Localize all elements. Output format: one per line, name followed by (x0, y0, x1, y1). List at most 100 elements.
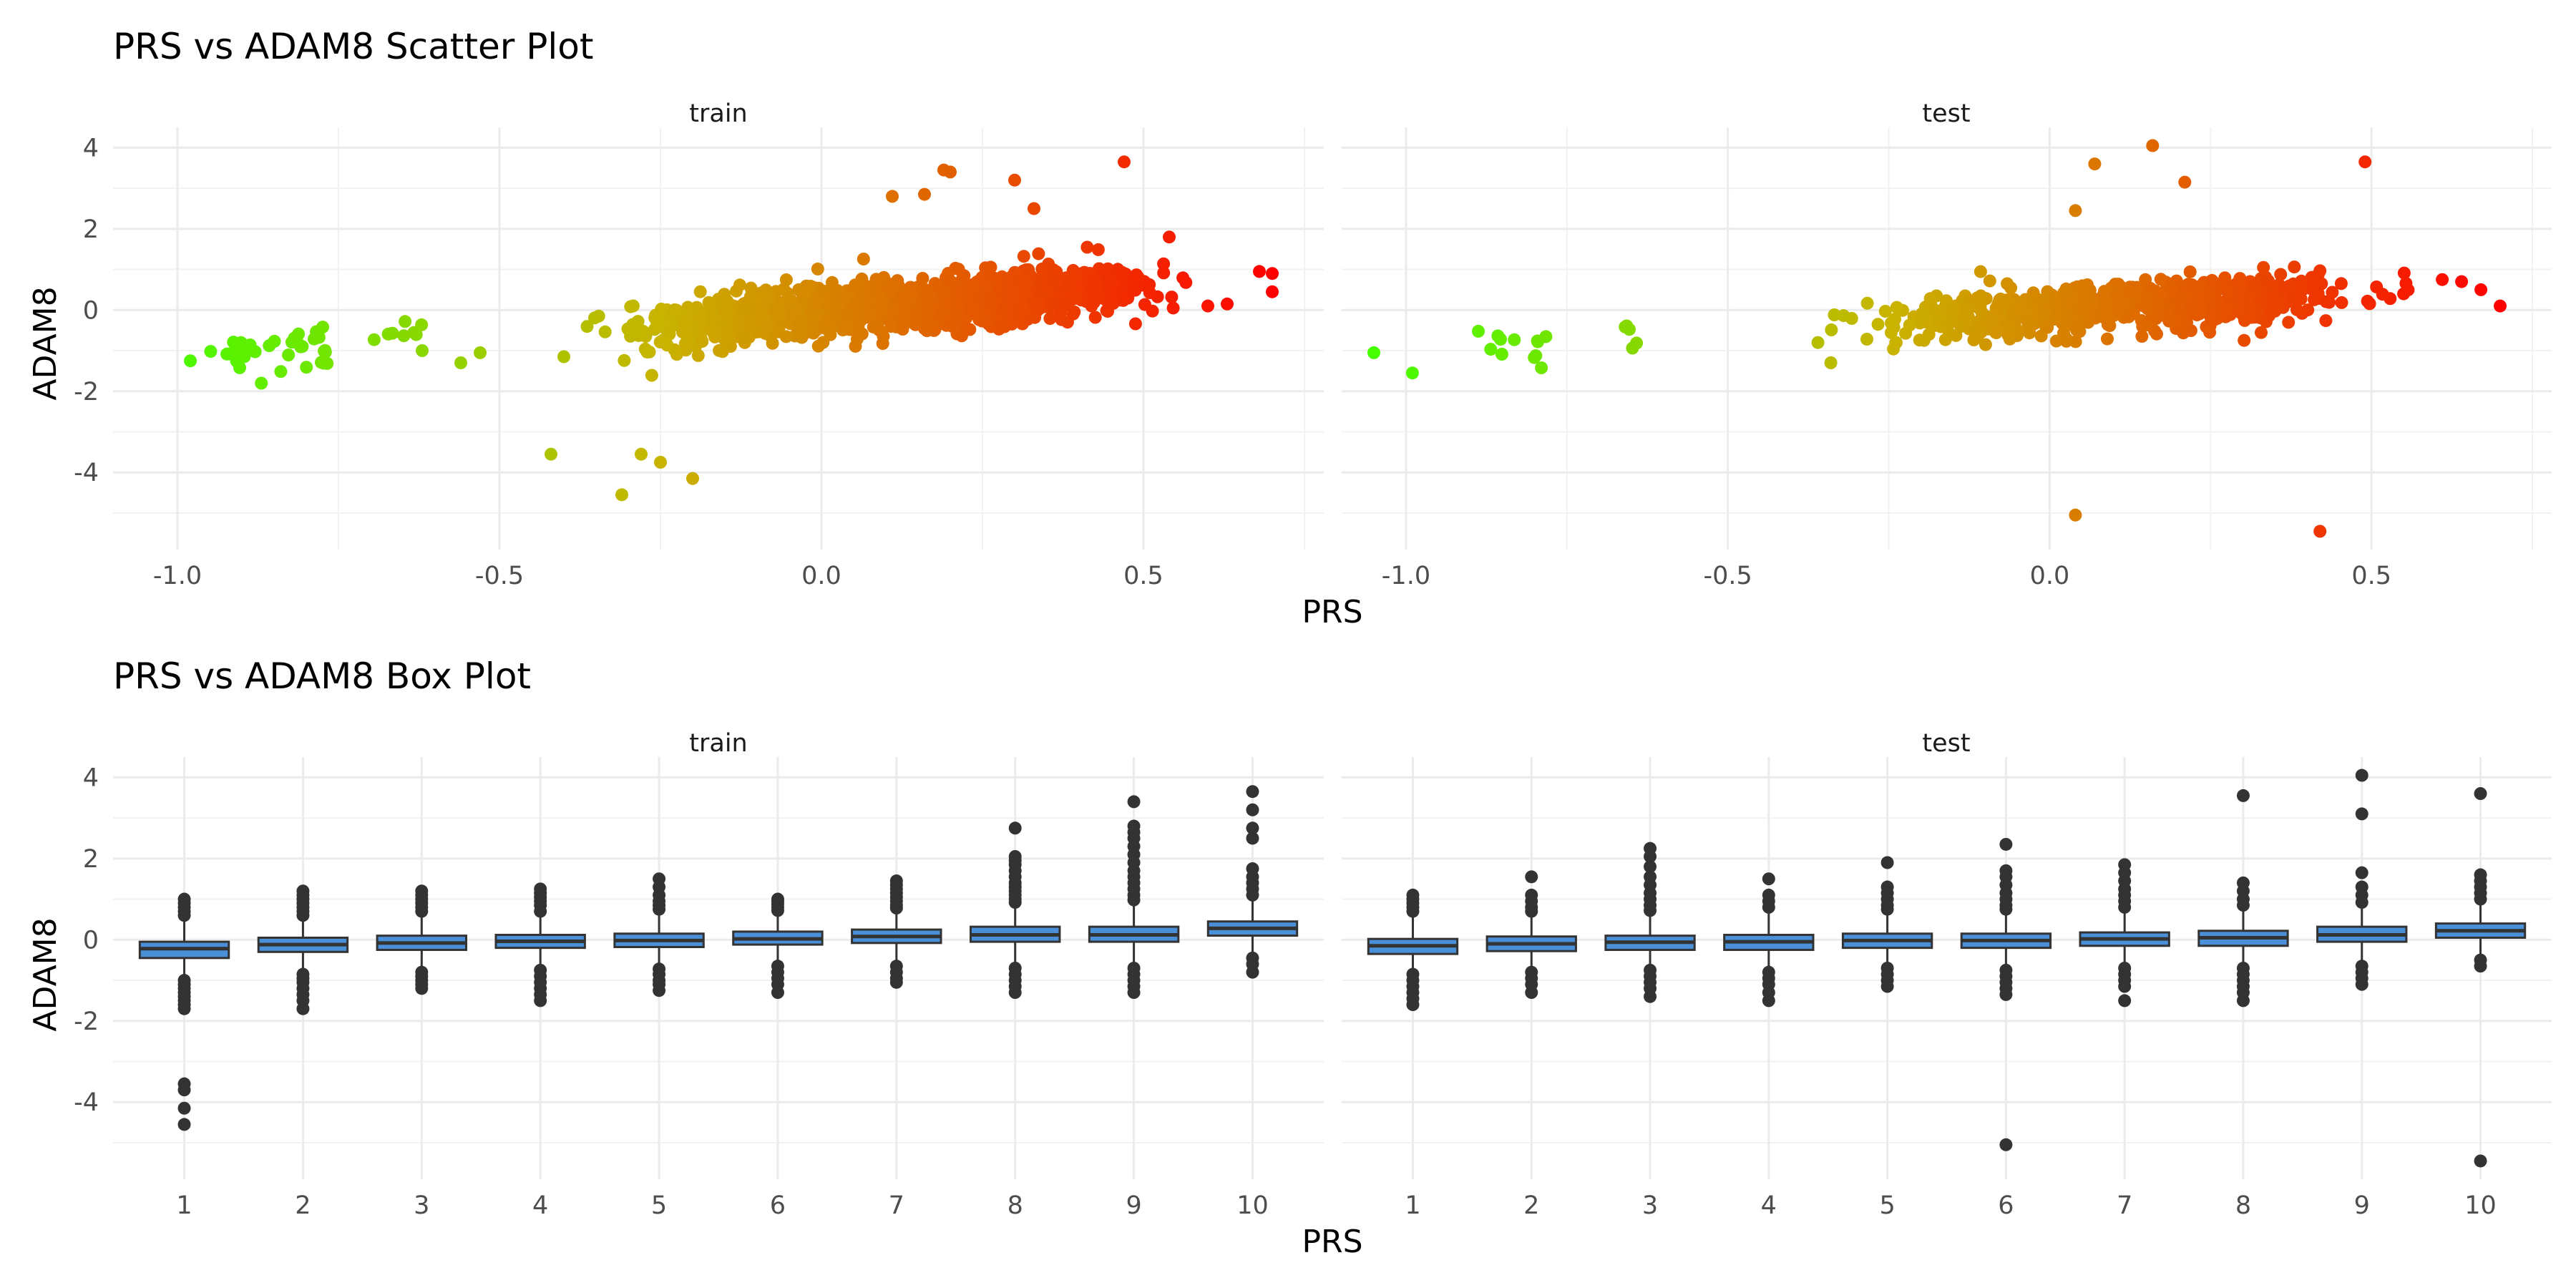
box-outlier (2474, 787, 2487, 801)
box-outlier (1246, 888, 1259, 902)
scatter-point (545, 447, 557, 461)
scatter-point (1166, 301, 1180, 315)
box-outlier (1127, 893, 1141, 907)
scatter-point (869, 273, 883, 286)
scatter-point (2160, 309, 2174, 323)
scatter-point (317, 356, 331, 370)
box-outlier (1880, 980, 1894, 993)
box-outlier (534, 904, 547, 918)
scatter-point (1008, 173, 1021, 187)
scatter-point (779, 330, 793, 343)
scatter-strip-train: train (689, 99, 747, 128)
box-x-tick-label: 1 (1405, 1191, 1420, 1220)
box-y-tick-label: 0 (83, 926, 99, 955)
scatter-point (1828, 308, 1841, 321)
scatter-point (1090, 285, 1103, 298)
scatter-point (829, 296, 841, 310)
scatter-point (681, 301, 695, 314)
scatter-y-tick-label: 2 (83, 215, 99, 244)
scatter-point (957, 269, 971, 283)
scatter-point (2255, 326, 2268, 339)
box-x-axis-title: PRS (1302, 1224, 1362, 1260)
scatter-point (1885, 316, 1898, 330)
box-outlier (177, 1083, 191, 1097)
scatter-point (474, 346, 487, 359)
scatter-point (2069, 204, 2082, 218)
scatter-point (849, 278, 862, 292)
scatter-point (963, 323, 977, 336)
scatter-point (757, 313, 771, 326)
scatter-point (2098, 291, 2112, 305)
scatter-point (1143, 278, 1156, 291)
scatter-point (1528, 351, 1541, 364)
box-outlier (2474, 960, 2487, 973)
scatter-point (2238, 333, 2251, 347)
box-outlier (1008, 821, 1022, 835)
scatter-point (816, 336, 830, 349)
scatter-point (1015, 277, 1028, 291)
scatter-x-tick-label: 0.5 (2351, 562, 2391, 590)
scatter-point (883, 278, 897, 291)
box-outlier (415, 904, 429, 918)
scatter-point (2064, 293, 2077, 307)
scatter-point (886, 190, 899, 203)
scatter-point (2233, 278, 2247, 291)
box-outlier (2236, 994, 2250, 1008)
scatter-point (1019, 286, 1033, 300)
scatter-point (708, 330, 722, 343)
scatter-point (1087, 296, 1101, 309)
scatter-point (2086, 298, 2099, 312)
scatter-point (947, 313, 960, 326)
scatter-point (2072, 301, 2086, 315)
scatter-point (1054, 306, 1068, 320)
scatter-point (1994, 299, 2008, 313)
scatter-point (286, 336, 298, 349)
scatter-y-tick-label: -2 (74, 378, 99, 406)
box-outlier (1008, 986, 1022, 1000)
scatter-y-tick-label: -4 (74, 459, 99, 487)
scatter-point (1974, 265, 1987, 278)
scatter-point (779, 273, 793, 286)
scatter-point (2182, 291, 2196, 304)
scatter-point (1157, 257, 1171, 270)
scatter-point (1006, 292, 1020, 306)
box-outlier (1999, 987, 2013, 1001)
scatter-point (2101, 332, 2114, 346)
box-strip-train: train (689, 729, 747, 758)
scatter-point (939, 297, 952, 311)
scatter-point (1971, 329, 1984, 343)
scatter-point (679, 343, 693, 357)
scatter-point (2001, 328, 2015, 342)
scatter-point (1008, 265, 1022, 279)
scatter-point (204, 345, 218, 358)
box-outlier (1525, 904, 1538, 918)
scatter-point (416, 344, 429, 357)
scatter-point (1091, 243, 1105, 256)
scatter-point (2253, 296, 2267, 309)
scatter-point (2282, 316, 2296, 329)
scatter-point (1121, 291, 1135, 305)
scatter-point (666, 306, 680, 318)
scatter-panel-test: -1.0 -0.5 0.0 0.5 (1342, 127, 2552, 590)
scatter-point (1972, 300, 1986, 313)
scatter-point (2257, 260, 2270, 274)
box-x-tick-label: 7 (889, 1191, 904, 1220)
scatter-point (733, 278, 746, 292)
scatter-point (721, 328, 734, 342)
box-outlier (1246, 965, 1259, 979)
scatter-point (2363, 297, 2376, 311)
box-outlier (1246, 821, 1259, 835)
scatter-point (2238, 313, 2251, 327)
scatter-point (1626, 341, 1639, 355)
box-x-tick-label: 8 (1008, 1191, 1023, 1220)
scatter-point (2059, 282, 2073, 296)
scatter-point (1128, 317, 1142, 331)
box-strip-test: test (1922, 729, 1970, 758)
scatter-point (863, 306, 877, 319)
scatter-point (2049, 334, 2063, 348)
box-outlier (1525, 986, 1538, 1000)
scatter-point (927, 299, 940, 313)
scatter-point (1508, 333, 1521, 346)
scatter-point (1088, 311, 1102, 324)
scatter-point (2205, 273, 2219, 287)
